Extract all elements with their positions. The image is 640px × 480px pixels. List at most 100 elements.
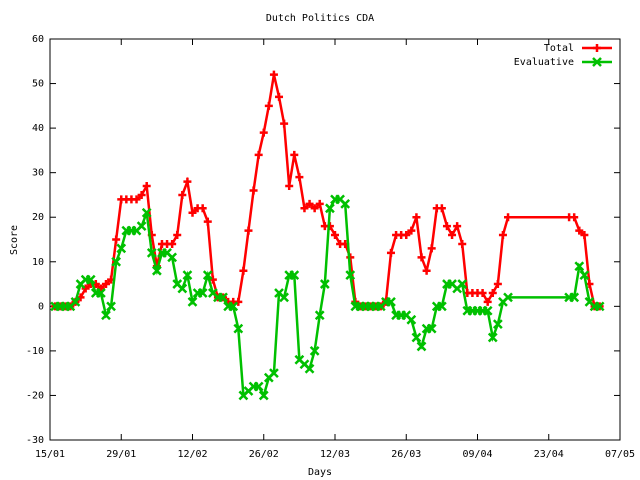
point-marker [325,203,335,214]
point-marker [315,199,324,208]
point-marker [197,288,208,298]
point-marker [167,252,178,263]
point-marker [178,190,187,199]
point-marker [412,213,421,222]
point-marker [285,182,294,191]
point-marker [187,296,198,307]
y-axis-label: Score [9,225,20,255]
point-marker [168,239,177,248]
point-marker [345,270,356,281]
x-tick-label: 15/01 [35,449,65,460]
y-tick-label: 30 [32,168,44,179]
point-marker [482,305,493,316]
point-marker [136,221,147,232]
legend-label: Total [544,43,574,54]
point-marker [492,319,503,330]
point-marker [141,207,152,218]
point-marker [504,213,513,222]
point-marker [478,288,487,297]
x-tick-label: 12/03 [320,449,350,460]
point-marker [457,279,468,289]
point-marker [319,279,330,289]
point-marker [259,128,268,137]
y-tick-label: 50 [32,79,44,90]
point-marker [218,292,228,303]
point-marker [310,204,319,213]
x-tick-label: 23/04 [534,449,564,460]
point-marker [275,92,284,101]
x-tick-label: 26/02 [249,449,279,460]
point-marker [416,341,427,352]
point-marker [280,119,289,128]
point-marker [569,292,580,303]
point-marker [279,292,289,303]
point-marker [406,314,417,325]
point-marker [579,270,590,281]
point-marker [422,266,431,275]
point-marker [386,296,396,307]
y-tick-label: 0 [38,301,44,312]
point-marker [488,288,497,297]
point-marker [198,204,207,213]
point-marker [386,248,395,257]
y-tick-label: 40 [32,123,44,134]
point-marker [264,101,273,110]
point-marker [289,270,300,281]
point-marker [111,256,122,267]
point-marker [203,217,212,226]
x-tick-label: 09/04 [462,449,492,460]
plot-frame [49,38,621,441]
point-marker [407,226,416,235]
point-marker [417,253,426,262]
point-marker [295,173,304,182]
point-marker [498,231,507,240]
point-marker [269,368,279,379]
point-marker [487,332,498,343]
point-marker [300,204,309,213]
x-tick-label: 29/01 [106,449,136,460]
point-marker [253,381,264,392]
legend-label: Evaluative [514,57,574,68]
point-marker [453,222,462,231]
point-marker [96,288,106,298]
point-marker [182,270,193,281]
point-marker [177,283,188,294]
point-marker [331,231,339,240]
point-marker [146,247,157,258]
point-marker [304,363,315,374]
y-tick-label: 20 [32,212,44,223]
point-marker [437,204,446,213]
point-marker [254,150,263,159]
point-marker [239,266,248,275]
point-marker [426,323,437,334]
point-marker [448,231,457,240]
point-marker [402,231,411,240]
point-marker [132,195,141,204]
y-tick-label: -30 [26,435,44,446]
point-marker [101,310,111,321]
point-marker [570,213,579,222]
point-marker [574,261,585,272]
point-marker [305,199,314,208]
point-marker [234,297,243,306]
point-marker [142,182,151,191]
point-marker [81,284,90,293]
legend-marker [592,57,602,67]
y-tick-label: -10 [26,346,44,357]
point-marker [228,301,239,312]
point-marker [233,323,244,334]
point-marker [70,296,81,307]
point-marker [493,280,502,289]
legend-marker [593,44,601,52]
x-axis-label: Days [308,467,332,478]
point-marker [314,310,325,321]
point-marker [116,243,127,254]
x-tick-label: 12/02 [177,449,207,460]
point-marker [575,226,584,235]
point-marker [85,274,96,285]
point-marker [411,332,422,343]
point-marker [269,70,278,79]
y-tick-label: -20 [26,390,44,401]
